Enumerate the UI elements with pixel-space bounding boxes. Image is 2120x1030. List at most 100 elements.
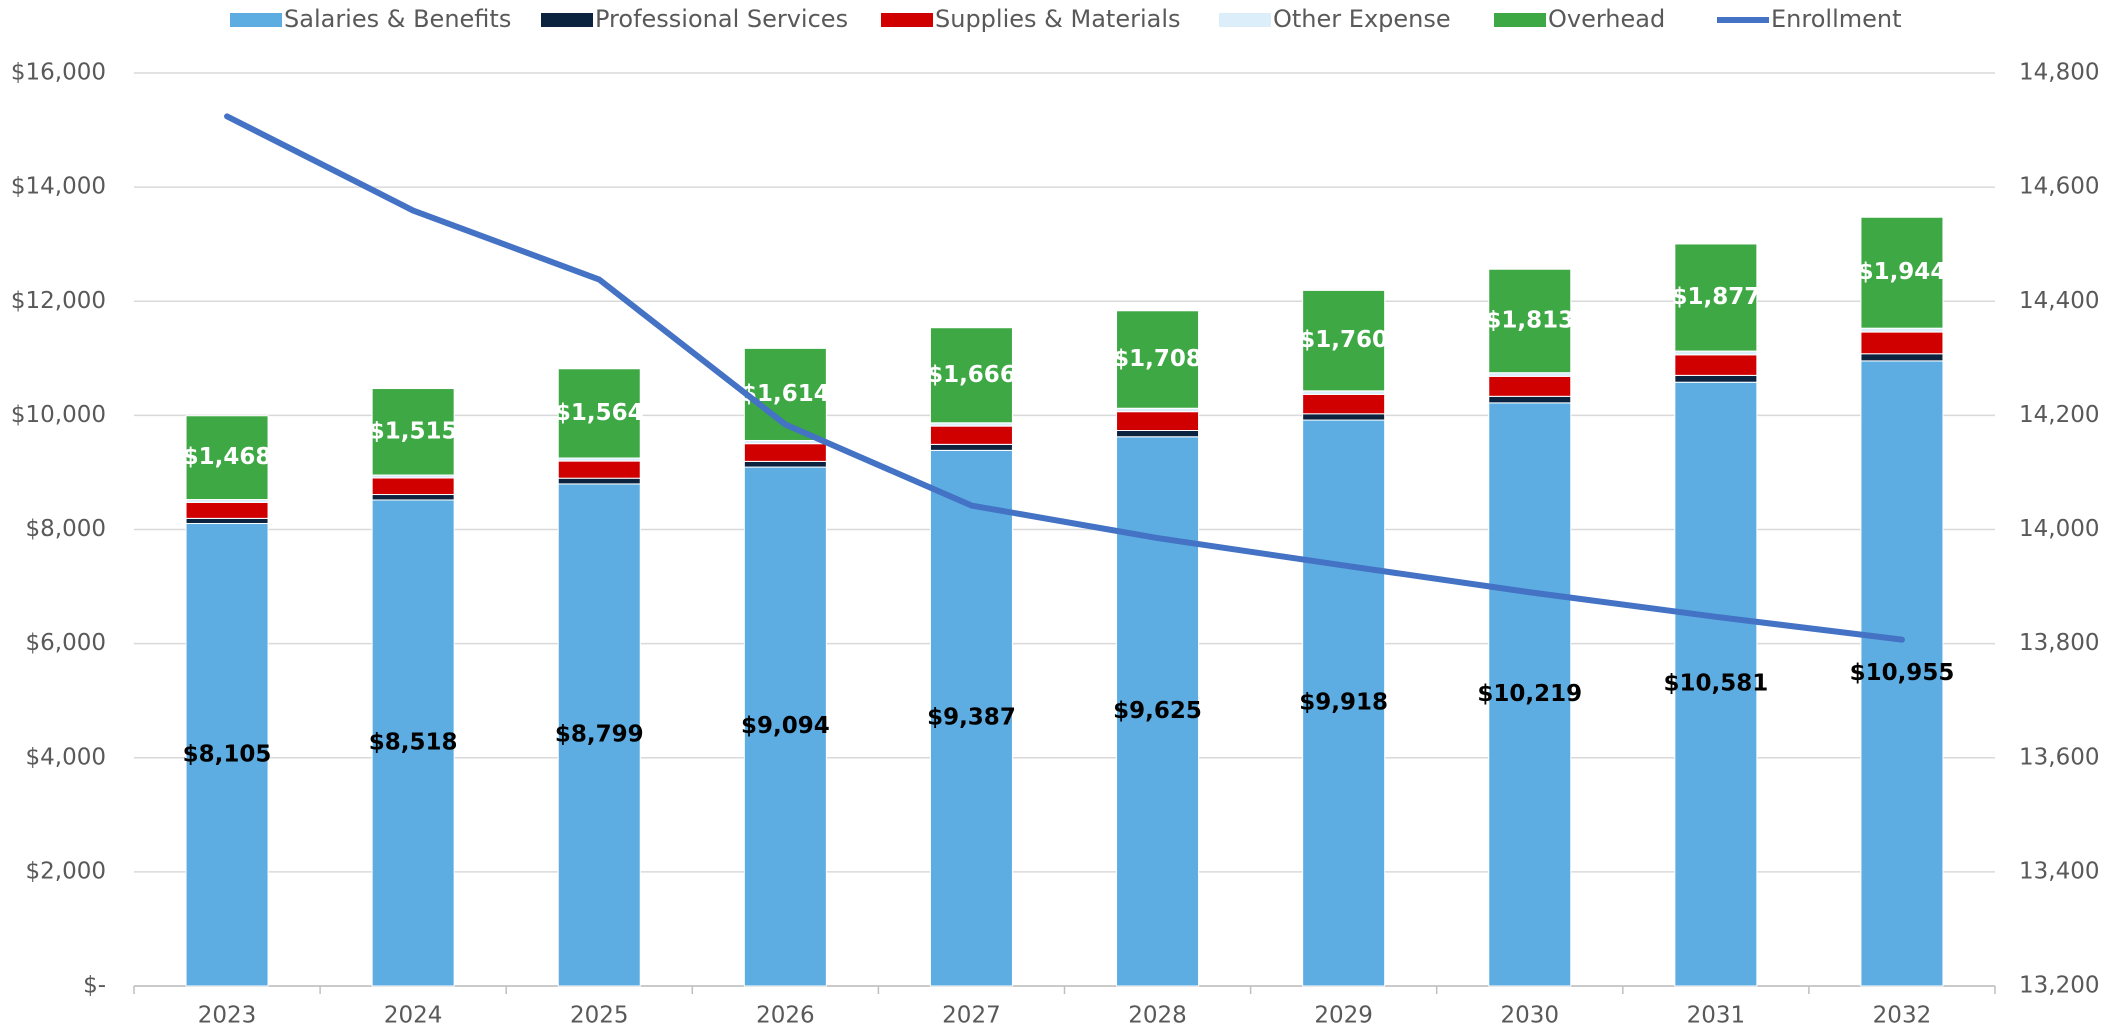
bar-segment xyxy=(1860,353,1944,362)
value-label: $9,918 xyxy=(1299,690,1388,716)
x-tick-label: 2025 xyxy=(570,1003,629,1029)
x-tick-label: 2024 xyxy=(384,1003,443,1029)
bar-segment xyxy=(1488,372,1572,377)
bar-segment xyxy=(1488,375,1572,397)
y2-tick-label: 14,200 xyxy=(2019,402,2099,428)
legend-label: Salaries & Benefits xyxy=(284,5,511,33)
bar-segment xyxy=(1488,402,1572,987)
y2-tick-label: 14,000 xyxy=(2019,516,2099,542)
value-label: $10,581 xyxy=(1663,671,1768,697)
value-label: $8,518 xyxy=(369,729,458,755)
bar-segment xyxy=(1116,411,1200,431)
value-label: $1,877 xyxy=(1671,284,1760,310)
bar-segment xyxy=(557,460,641,479)
bar-segment xyxy=(1302,393,1386,415)
bar-segment xyxy=(1674,354,1758,376)
bar-segment xyxy=(557,477,641,485)
y2-tick-label: 13,800 xyxy=(2019,630,2099,656)
bar-segment xyxy=(1674,243,1758,352)
legend-swatch xyxy=(230,13,282,27)
y-tick-label: $8,000 xyxy=(26,516,106,542)
x-tick-label: 2023 xyxy=(198,1003,257,1029)
value-label: $1,760 xyxy=(1299,327,1388,353)
bar-segment xyxy=(371,499,455,987)
x-tick-label: 2032 xyxy=(1873,1003,1932,1029)
bar-segment xyxy=(185,415,269,501)
value-label: $1,944 xyxy=(1858,259,1947,285)
bar-segment xyxy=(1116,436,1200,987)
value-label: $1,468 xyxy=(183,444,272,470)
bar-segment xyxy=(1674,374,1758,383)
legend-label: Overhead xyxy=(1548,5,1665,33)
y-tick-label: $14,000 xyxy=(11,174,106,200)
legend: Salaries & Benefits Professional Services… xyxy=(230,5,1902,33)
legend-label: Supplies & Materials xyxy=(935,5,1181,33)
bar-segment xyxy=(371,388,455,476)
bar-segment xyxy=(1860,360,1944,987)
bar-segment xyxy=(1302,390,1386,395)
bar-segment xyxy=(1674,350,1758,356)
y-tick-label: $12,000 xyxy=(11,288,106,314)
bar-segment xyxy=(371,477,455,496)
bar-segment xyxy=(1302,413,1386,421)
value-label: $9,625 xyxy=(1113,698,1202,724)
x-tick-label: 2031 xyxy=(1687,1003,1746,1029)
y-tick-label: $4,000 xyxy=(26,744,106,770)
bar-segment xyxy=(1860,327,1944,333)
bar-segment xyxy=(743,443,827,462)
x-tick-label: 2029 xyxy=(1314,1003,1373,1029)
y2-tick-label: 14,800 xyxy=(2019,60,2099,86)
value-label: $9,094 xyxy=(741,713,830,739)
bar-segment xyxy=(185,523,269,987)
legend-swatch xyxy=(1219,13,1271,27)
value-label: $1,564 xyxy=(555,400,644,426)
y-tick-label: $16,000 xyxy=(11,60,106,86)
bar-segment xyxy=(743,466,827,987)
x-tick-label: 2030 xyxy=(1500,1003,1559,1029)
bar-segment xyxy=(185,517,269,525)
value-label: $10,955 xyxy=(1850,660,1955,686)
bar-segment xyxy=(557,368,641,459)
legend-label: Other Expense xyxy=(1273,5,1451,33)
value-label: $8,799 xyxy=(555,721,644,747)
y2-tick-label: 14,600 xyxy=(2019,174,2099,200)
value-label: $1,515 xyxy=(369,418,458,444)
bar-segment xyxy=(929,443,1013,451)
bar-segment xyxy=(1302,419,1386,987)
legend-label: Professional Services xyxy=(595,5,848,33)
y-tick-label: $10,000 xyxy=(11,402,106,428)
bar-segment xyxy=(1860,331,1944,355)
line-series xyxy=(224,113,1905,643)
y2-tick-label: 14,400 xyxy=(2019,288,2099,314)
bar-segment xyxy=(1116,407,1200,413)
legend-label: Enrollment xyxy=(1771,5,1902,33)
bar-segment xyxy=(185,501,269,519)
y2-tick-label: 13,400 xyxy=(2019,858,2099,884)
bar-segment xyxy=(371,494,455,501)
y-tick-label: $6,000 xyxy=(26,630,106,656)
bar-segment xyxy=(743,460,827,468)
bar-segment xyxy=(1116,429,1200,438)
bar-segment xyxy=(1674,381,1758,987)
x-tick-label: 2028 xyxy=(1128,1003,1187,1029)
value-label: $10,219 xyxy=(1477,681,1582,707)
bar-segment xyxy=(557,483,641,987)
x-tick-label: 2026 xyxy=(756,1003,815,1029)
x-tick-label: 2027 xyxy=(942,1003,1001,1029)
value-label: $9,387 xyxy=(927,705,1016,731)
y2-tick-label: 13,600 xyxy=(2019,744,2099,770)
bar-segment xyxy=(929,327,1013,424)
value-label: $1,813 xyxy=(1485,307,1574,333)
value-label: $1,708 xyxy=(1113,346,1202,372)
bar-segment xyxy=(929,425,1013,445)
value-label: $1,666 xyxy=(927,362,1016,388)
bar-segment xyxy=(1488,268,1572,374)
y2-tick-label: 13,200 xyxy=(2019,973,2099,999)
y-tick-label: $- xyxy=(83,973,106,999)
bar-segment xyxy=(1302,289,1386,392)
y-tick-label: $2,000 xyxy=(26,858,106,884)
bar-segment xyxy=(1116,310,1200,409)
legend-swatch xyxy=(1494,13,1546,27)
value-label: $8,105 xyxy=(183,741,272,767)
